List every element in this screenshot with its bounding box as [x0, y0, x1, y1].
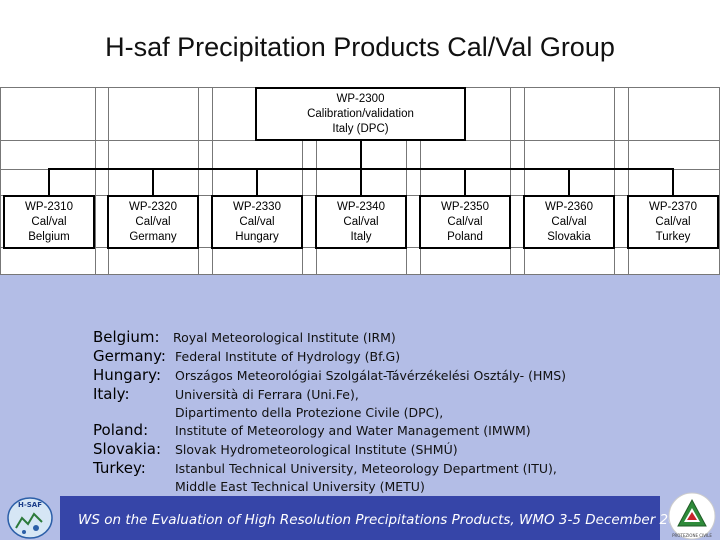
connector-child — [464, 168, 466, 196]
connector-child — [48, 168, 50, 196]
org-box-code: WP-2320 — [129, 200, 177, 213]
connector-child — [568, 168, 570, 196]
org-box-code: WP-2350 — [441, 200, 489, 213]
org-box-child: WP-2360 Cal/val Slovakia — [523, 195, 615, 249]
connector-child — [672, 168, 674, 196]
svg-text:H-SAF: H-SAF — [18, 501, 42, 509]
org-box-line2: Hungary — [235, 230, 279, 243]
partner-institute: Országos Meteorológiai Szolgálat-Távérzé… — [175, 368, 567, 383]
org-box-line1: Cal/val — [551, 215, 587, 228]
org-box-line2: Italy — [350, 230, 372, 243]
org-box-line2: Germany — [129, 230, 177, 243]
svg-text:PROTEZIONE CIVILE: PROTEZIONE CIVILE — [672, 533, 712, 538]
org-box-line1: Cal/val — [447, 215, 483, 228]
footer-text: WS on the Evaluation of High Resolution … — [78, 512, 694, 528]
org-chart: WP-2300 Calibration/validation Italy (DP… — [0, 87, 720, 275]
org-box-line2: Poland — [447, 230, 483, 243]
org-box-line2: Turkey — [655, 230, 691, 243]
connector-child — [256, 168, 258, 196]
connector-root — [360, 139, 362, 169]
grid-line — [316, 87, 317, 275]
grid-line — [510, 87, 511, 275]
org-box-child: WP-2330 Cal/val Hungary — [211, 195, 303, 249]
org-box-child: WP-2350 Cal/val Poland — [419, 195, 511, 249]
org-box-child: WP-2370 Cal/val Turkey — [627, 195, 719, 249]
partner-institute: Middle East Technical University (METU) — [175, 479, 425, 494]
grid-line — [212, 87, 213, 275]
grid-line — [628, 87, 629, 275]
org-box-line2: Belgium — [28, 230, 70, 243]
partner-institute: Dipartimento della Protezione Civile (DP… — [175, 405, 444, 420]
partner-institute: Università di Ferrara (Uni.Fe), — [175, 387, 359, 402]
grid-line — [0, 87, 1, 275]
org-box-child: WP-2310 Cal/val Belgium — [3, 195, 95, 249]
org-box-code: WP-2300 — [336, 92, 385, 105]
grid-line — [108, 87, 109, 275]
partner-country: Germany: — [93, 347, 166, 365]
org-box-code: WP-2330 — [233, 200, 281, 213]
org-box-code: WP-2340 — [337, 200, 385, 213]
footer-bar: WS on the Evaluation of High Resolution … — [60, 496, 694, 540]
partner-institute: Institute of Meteorology and Water Manag… — [175, 423, 531, 438]
grid-line — [198, 87, 199, 275]
partner-institute: Federal Institute of Hydrology (Bf.G) — [175, 349, 401, 364]
partner-country: Belgium: — [93, 328, 160, 346]
partner-country: Turkey: — [93, 459, 146, 477]
partner-country: Hungary: — [93, 366, 162, 384]
partner-country: Slovakia: — [93, 440, 162, 458]
org-box-code: WP-2370 — [649, 200, 697, 213]
grid-line — [614, 87, 615, 275]
org-box-code: WP-2360 — [545, 200, 593, 213]
org-box-line1: Cal/val — [655, 215, 691, 228]
partner-institute: Istanbul Technical University, Meteorolo… — [175, 461, 557, 476]
grid-line — [420, 87, 421, 275]
hsaf-logo: H-SAF — [2, 494, 58, 540]
partner-country: Poland: — [93, 421, 149, 439]
org-box-line1: Cal/val — [343, 215, 379, 228]
org-box-line1: Cal/val — [239, 215, 275, 228]
protezione-civile-logo: PROTEZIONE CIVILE — [664, 490, 720, 540]
org-box-child: WP-2340 Cal/val Italy — [315, 195, 407, 249]
grid-line — [406, 87, 407, 275]
org-box-line1: Cal/val — [31, 215, 67, 228]
page-title: H-saf Precipitation Products Cal/Val Gro… — [105, 32, 615, 62]
partner-country: Italy: — [93, 385, 130, 403]
org-box-code: WP-2310 — [25, 200, 73, 213]
grid-line — [302, 87, 303, 275]
partner-institute: Royal Meteorological Institute (IRM) — [173, 330, 396, 345]
content-background — [0, 275, 720, 540]
partner-institute: Slovak Hydrometeorological Institute (SH… — [175, 442, 458, 457]
org-box-line2: Italy (DPC) — [332, 122, 389, 135]
org-box-line2: Slovakia — [547, 230, 591, 243]
connector-child — [360, 168, 362, 196]
org-box-line1: Calibration/validation — [307, 107, 414, 120]
grid-line — [524, 87, 525, 275]
grid-line — [95, 87, 96, 275]
org-box-root: WP-2300 Calibration/validation Italy (DP… — [255, 87, 466, 141]
org-box-line1: Cal/val — [135, 215, 171, 228]
org-box-child: WP-2320 Cal/val Germany — [107, 195, 199, 249]
connector-child — [152, 168, 154, 196]
grid-line — [0, 274, 720, 275]
